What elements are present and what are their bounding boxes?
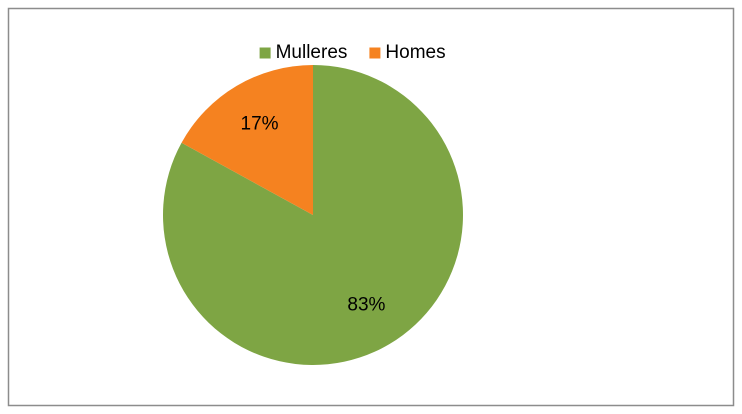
legend-label: Homes <box>385 42 445 63</box>
legend-swatch <box>259 47 271 59</box>
pie-slice <box>163 65 464 366</box>
legend-swatch <box>369 47 381 59</box>
data-label: 17% <box>241 114 279 135</box>
legend-label: Mulleres <box>276 42 348 63</box>
data-label: 83% <box>347 294 385 315</box>
pie-slice <box>181 65 313 215</box>
